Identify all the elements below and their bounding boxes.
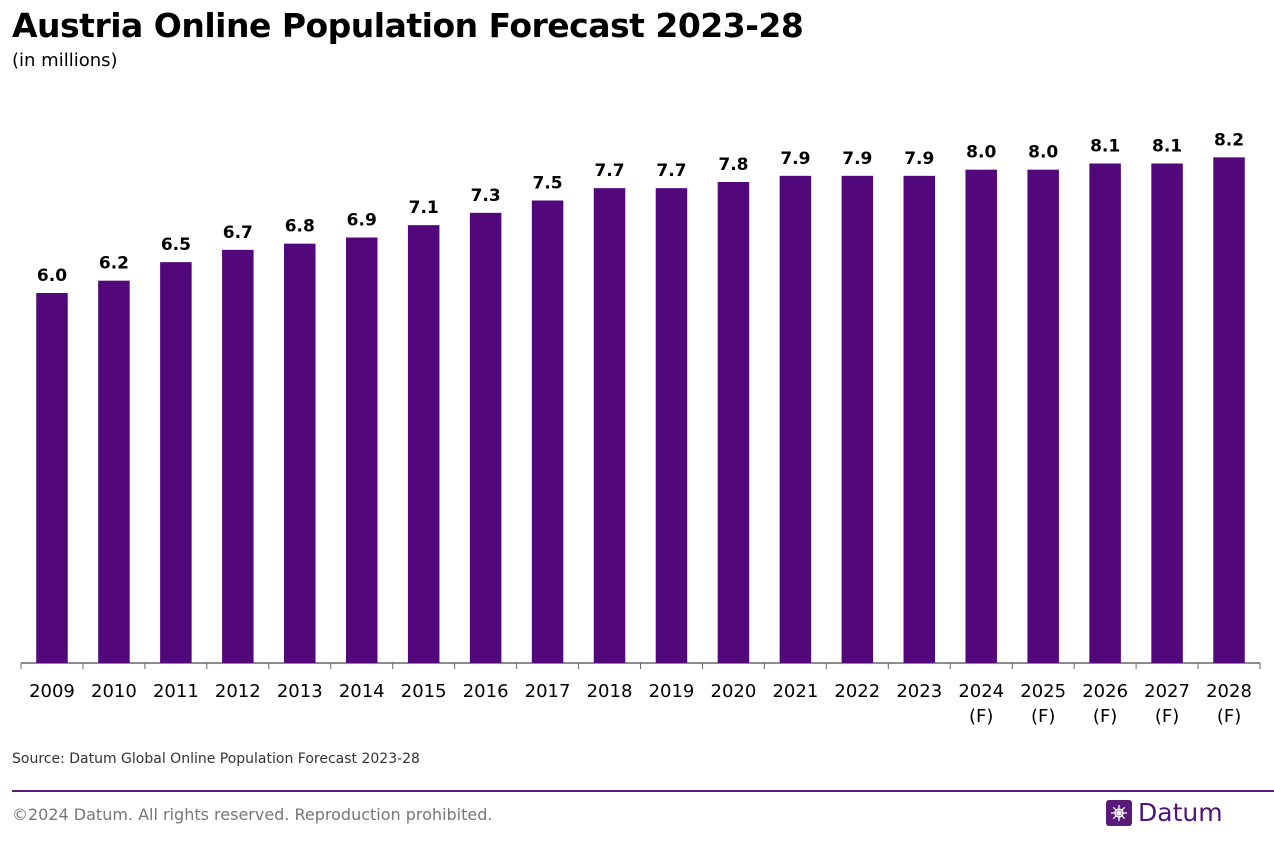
bar <box>717 182 750 663</box>
x-tick-label: 2016 <box>463 681 509 702</box>
brand-logo: Datum <box>1106 798 1223 827</box>
data-label: 6.2 <box>99 254 129 274</box>
bar <box>407 225 440 663</box>
x-tick-label-line: 2024 <box>958 681 1004 702</box>
x-tick-label: 2025 (F) <box>1020 681 1066 727</box>
bar <box>655 188 688 663</box>
x-tick-label-line: (F) <box>1217 706 1241 727</box>
brand-name: Datum <box>1138 798 1223 827</box>
x-tick-label: 2014 <box>339 681 385 702</box>
x-tick-label-line: 2023 <box>896 681 942 702</box>
x-tick-label: 2022 <box>834 681 880 702</box>
data-label: 8.0 <box>1028 143 1058 163</box>
bar <box>1213 157 1245 664</box>
bar <box>1027 169 1059 663</box>
x-tick-label: 2027 (F) <box>1144 681 1190 727</box>
x-tick-label-line: (F) <box>1093 706 1117 727</box>
data-label: 8.0 <box>966 143 996 163</box>
x-tick-label-line: (F) <box>1031 706 1055 727</box>
x-tick-label-line: 2009 <box>29 681 75 702</box>
data-label: 7.7 <box>656 161 686 181</box>
bar <box>1151 163 1183 663</box>
bar <box>841 175 874 664</box>
x-tick-label: 2020 <box>711 681 757 702</box>
x-tick-label-line: 2022 <box>834 681 880 702</box>
x-tick-label-line: 2016 <box>463 681 509 702</box>
x-tick-label-line: 2013 <box>277 681 323 702</box>
x-tick-label-line: 2018 <box>587 681 633 702</box>
x-tick-label-line: 2021 <box>772 681 818 702</box>
x-tick-label-line: 2014 <box>339 681 385 702</box>
x-tick-label-line: 2011 <box>153 681 199 702</box>
data-label: 8.2 <box>1214 130 1244 150</box>
data-label: 7.1 <box>409 198 439 218</box>
x-tick-label-line: 2010 <box>91 681 137 702</box>
bar <box>345 237 378 663</box>
data-label: 6.7 <box>223 223 253 243</box>
x-tick-label: 2024 (F) <box>958 681 1004 727</box>
x-tick-label-line: 2019 <box>649 681 695 702</box>
bar <box>36 293 68 663</box>
x-tick-label-line: 2017 <box>525 681 571 702</box>
x-tick-label: 2023 <box>896 681 942 702</box>
x-tick-label-line: 2028 <box>1206 681 1252 702</box>
x-tick-label: 2015 <box>401 681 447 702</box>
bar <box>903 175 936 664</box>
bar <box>593 188 626 663</box>
data-label: 8.1 <box>1152 137 1182 157</box>
bar <box>779 175 812 664</box>
data-label: 7.5 <box>533 174 563 194</box>
x-tick-label: 2012 <box>215 681 261 702</box>
x-tick-label-line: 2026 <box>1082 681 1128 702</box>
bar <box>160 262 192 663</box>
x-tick-label-line: 2015 <box>401 681 447 702</box>
data-label: 7.9 <box>842 149 872 169</box>
datum-logo-icon <box>1106 799 1132 826</box>
data-label: 7.7 <box>594 161 624 181</box>
x-tick-label: 2026 (F) <box>1082 681 1128 727</box>
chart-title: Austria Online Population Forecast 2023-… <box>12 6 804 45</box>
data-label: 6.8 <box>285 217 315 237</box>
bar <box>284 243 316 663</box>
bar <box>1089 163 1121 663</box>
data-label: 7.3 <box>471 186 501 206</box>
x-tick-label: 2009 <box>29 681 75 702</box>
bar <box>222 249 254 664</box>
source-note: Source: Datum Global Online Population F… <box>12 751 420 767</box>
x-tick-label: 2019 <box>649 681 695 702</box>
x-tick-label: 2013 <box>277 681 323 702</box>
bar <box>965 169 997 663</box>
data-label: 7.8 <box>718 155 748 175</box>
x-tick-label-line: 2025 <box>1020 681 1066 702</box>
data-label: 7.9 <box>904 149 934 169</box>
x-tick-label: 2028 (F) <box>1206 681 1252 727</box>
data-label: 6.5 <box>161 235 191 255</box>
x-tick-label: 2010 <box>91 681 137 702</box>
x-tick-label: 2017 <box>525 681 571 702</box>
x-tick-label-line: 2027 <box>1144 681 1190 702</box>
data-label: 6.9 <box>347 211 377 231</box>
data-label: 6.0 <box>37 266 67 286</box>
bar <box>531 200 564 663</box>
data-label: 7.9 <box>780 149 810 169</box>
x-tick-label-line: (F) <box>969 706 993 727</box>
data-label: 8.1 <box>1090 137 1120 157</box>
bar <box>98 280 130 663</box>
bar <box>469 212 502 664</box>
x-tick-label-line: 2012 <box>215 681 261 702</box>
x-tick-label: 2011 <box>153 681 199 702</box>
x-tick-label: 2021 <box>772 681 818 702</box>
x-tick-label-line: (F) <box>1155 706 1179 727</box>
footer-divider <box>12 790 1274 792</box>
x-tick-label-line: 2020 <box>711 681 757 702</box>
chart-subtitle: (in millions) <box>12 50 118 71</box>
copyright-text: ©2024 Datum. All rights reserved. Reprod… <box>12 805 493 824</box>
x-tick-label: 2018 <box>587 681 633 702</box>
